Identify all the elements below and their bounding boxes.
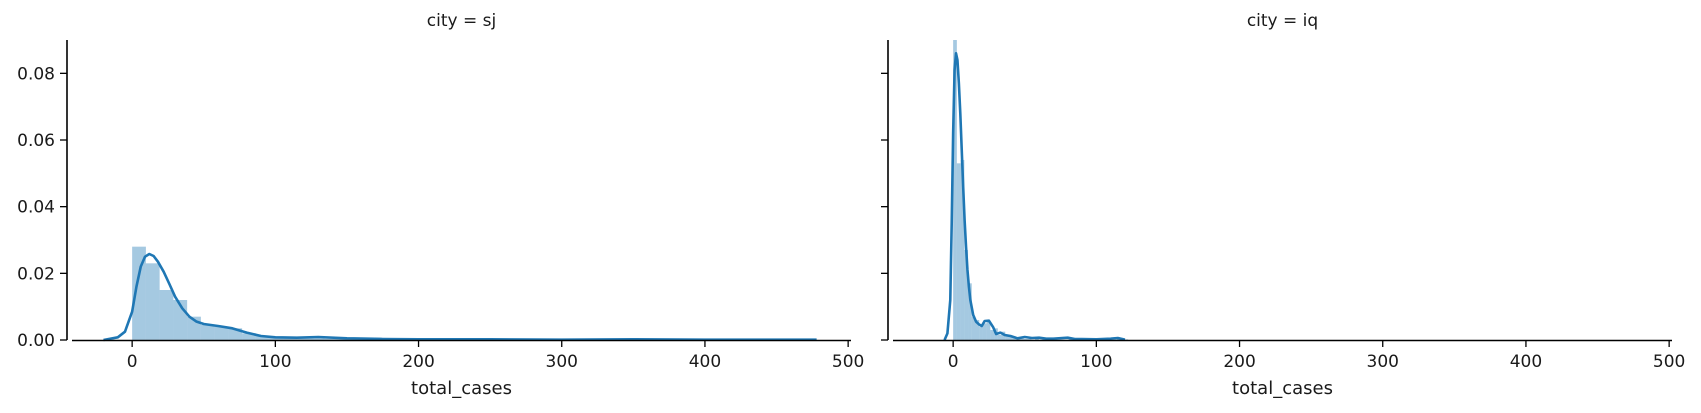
x-tick-label: 200 xyxy=(402,352,434,372)
facet-panel-0: 0.00 0.02 0.04 0.06 0.08 0 100 200 300 400 500 city… xyxy=(17,11,864,399)
x-tick-label: 400 xyxy=(689,352,721,372)
hist-bar xyxy=(982,323,987,340)
x-tick-label: 0 xyxy=(948,352,959,372)
hist-bar xyxy=(1020,338,1024,340)
kde-line xyxy=(103,252,817,342)
hist-bar xyxy=(975,320,980,340)
y-tick-label: 0.02 xyxy=(17,264,55,284)
kde-line xyxy=(943,52,1126,341)
hist-bar xyxy=(979,326,983,340)
x-tick-label: 500 xyxy=(832,352,864,372)
facet-title: city = iq xyxy=(1247,11,1318,31)
hist-bar xyxy=(283,338,298,340)
hist-bar xyxy=(1027,339,1032,340)
y-tick-label: 0.00 xyxy=(17,331,55,351)
x-axis-label: total_cases xyxy=(411,378,512,399)
x-tick-label: 200 xyxy=(1223,352,1255,372)
hist-bar xyxy=(159,290,174,340)
facet-panel-1: 0 100 200 300 400 500 city = iq total_cases xyxy=(881,11,1685,399)
hist-bar xyxy=(214,326,229,340)
hist-bar xyxy=(986,321,991,340)
hist-bar xyxy=(228,328,243,340)
facet-title: city = sj xyxy=(427,11,496,31)
x-tick-label: 300 xyxy=(1367,352,1399,372)
x-tick-label: 500 xyxy=(1653,352,1685,372)
x-tick-label: 100 xyxy=(259,352,291,372)
hist-bar xyxy=(956,163,961,340)
x-tick-label: 0 xyxy=(127,352,138,372)
hist-bar xyxy=(324,338,339,340)
hist-bar xyxy=(990,330,995,340)
hist-bar xyxy=(953,40,957,340)
hist-bar xyxy=(960,160,965,340)
hist-bar xyxy=(1001,331,1006,340)
hist-bar xyxy=(971,316,976,340)
hist-bar xyxy=(269,337,284,340)
hist-bar xyxy=(1023,339,1028,340)
hist-bar xyxy=(1008,336,1013,340)
x-tick-label: 100 xyxy=(1080,352,1112,372)
x-tick-label: 300 xyxy=(546,352,578,372)
hist-bar xyxy=(964,250,969,340)
x-tick-label: 400 xyxy=(1510,352,1542,372)
hist-bar xyxy=(1005,335,1009,340)
hist-bar xyxy=(242,333,256,340)
hist-bar xyxy=(132,246,146,340)
hist-bar xyxy=(145,263,160,340)
hist-bar xyxy=(310,338,325,340)
hist-bar xyxy=(1124,339,1129,340)
hist-bar xyxy=(997,335,1002,340)
hist-bar xyxy=(200,325,215,340)
hist-bar xyxy=(255,336,270,340)
y-tick-label: 0.06 xyxy=(17,131,55,151)
y-tick-label: 0.08 xyxy=(17,64,55,84)
hist-bar xyxy=(297,338,311,340)
y-tick-label: 0.04 xyxy=(17,198,55,218)
x-axis-label: total_cases xyxy=(1232,378,1333,399)
hist-bar xyxy=(968,283,972,340)
